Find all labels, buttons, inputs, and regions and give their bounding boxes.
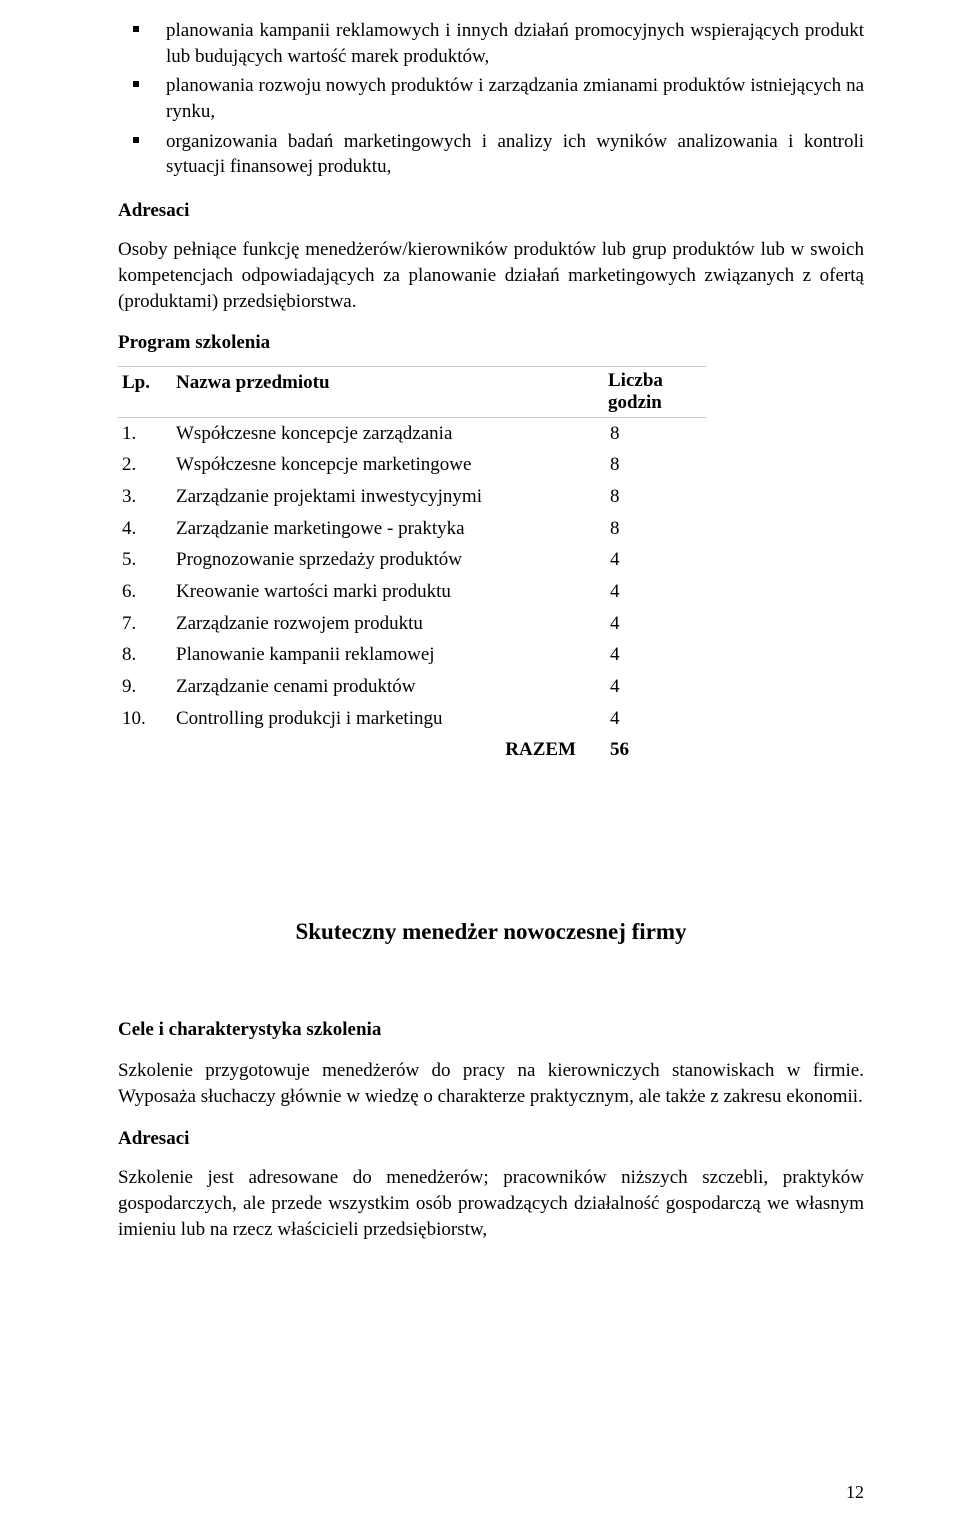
bullet-item: organizowania badań marketingowych i ana… — [118, 129, 864, 180]
cell-name: Zarządzanie rozwojem produktu — [172, 608, 604, 640]
cell-hours: 4 — [604, 671, 706, 703]
col-name: Nazwa przedmiotu — [172, 367, 604, 418]
cell-hours: 8 — [604, 449, 706, 481]
bullet-list: planowania kampanii reklamowych i innych… — [118, 18, 864, 180]
adresaci-text: Osoby pełniące funkcję menedżerów/kierow… — [118, 237, 864, 314]
cell-name: Planowanie kampanii reklamowej — [172, 639, 604, 671]
col-lp: Lp. — [118, 367, 172, 418]
table-body: 1.Współczesne koncepcje zarządzania82.Ws… — [118, 417, 706, 766]
cell-total-label: RAZEM — [172, 734, 604, 766]
cell-empty — [118, 734, 172, 766]
cell-hours: 4 — [604, 639, 706, 671]
cele-heading: Cele i charakterystyka szkolenia — [118, 1017, 864, 1043]
cell-lp: 7. — [118, 608, 172, 640]
cell-hours: 8 — [604, 481, 706, 513]
cell-name: Zarządzanie marketingowe - praktyka — [172, 513, 604, 545]
cell-lp: 10. — [118, 703, 172, 735]
cell-hours: 4 — [604, 544, 706, 576]
table-row: 2.Współczesne koncepcje marketingowe8 — [118, 449, 706, 481]
cell-hours: 8 — [604, 513, 706, 545]
table-row: 9.Zarządzanie cenami produktów4 — [118, 671, 706, 703]
cell-name: Zarządzanie cenami produktów — [172, 671, 604, 703]
table-row: 5.Prognozowanie sprzedaży produktów4 — [118, 544, 706, 576]
page-number: 12 — [846, 1480, 864, 1504]
table-row: 10.Controlling produkcji i marketingu4 — [118, 703, 706, 735]
col-hours-l1: Liczba — [608, 370, 663, 391]
cell-name: Prognozowanie sprzedaży produktów — [172, 544, 604, 576]
cell-lp: 3. — [118, 481, 172, 513]
cell-name: Współczesne koncepcje marketingowe — [172, 449, 604, 481]
adresaci2-heading: Adresaci — [118, 1126, 864, 1152]
table-total-row: RAZEM56 — [118, 734, 706, 766]
cell-name: Współczesne koncepcje zarządzania — [172, 417, 604, 449]
cell-hours: 4 — [604, 576, 706, 608]
cell-lp: 4. — [118, 513, 172, 545]
program-heading: Program szkolenia — [118, 330, 864, 356]
cell-lp: 5. — [118, 544, 172, 576]
table-row: 7.Zarządzanie rozwojem produktu4 — [118, 608, 706, 640]
cell-lp: 2. — [118, 449, 172, 481]
table-row: 6.Kreowanie wartości marki produktu4 — [118, 576, 706, 608]
table-row: 8.Planowanie kampanii reklamowej4 — [118, 639, 706, 671]
cell-lp: 6. — [118, 576, 172, 608]
col-hours-l2: godzin — [608, 392, 662, 413]
cell-name: Zarządzanie projektami inwestycyjnymi — [172, 481, 604, 513]
table-row: 1.Współczesne koncepcje zarządzania8 — [118, 417, 706, 449]
cell-hours: 8 — [604, 417, 706, 449]
cele-text: Szkolenie przygotowuje menedżerów do pra… — [118, 1058, 864, 1109]
cell-lp: 1. — [118, 417, 172, 449]
table-row: 4.Zarządzanie marketingowe - praktyka8 — [118, 513, 706, 545]
adresaci2-text: Szkolenie jest adresowane do menedżerów;… — [118, 1165, 864, 1242]
table-row: 3.Zarządzanie projektami inwestycyjnymi8 — [118, 481, 706, 513]
program-table: Lp. Nazwa przedmiotu Liczba godzin 1.Wsp… — [118, 366, 706, 766]
cell-lp: 9. — [118, 671, 172, 703]
bullet-item: planowania kampanii reklamowych i innych… — [118, 18, 864, 69]
cell-name: Controlling produkcji i marketingu — [172, 703, 604, 735]
bullet-item: planowania rozwoju nowych produktów i za… — [118, 73, 864, 124]
cell-lp: 8. — [118, 639, 172, 671]
section-title: Skuteczny menedżer nowoczesnej firmy — [118, 916, 864, 947]
cell-hours: 4 — [604, 608, 706, 640]
cell-name: Kreowanie wartości marki produktu — [172, 576, 604, 608]
cell-total-hours: 56 — [604, 734, 706, 766]
adresaci-heading: Adresaci — [118, 198, 864, 224]
cell-hours: 4 — [604, 703, 706, 735]
col-hours: Liczba godzin — [604, 367, 706, 418]
